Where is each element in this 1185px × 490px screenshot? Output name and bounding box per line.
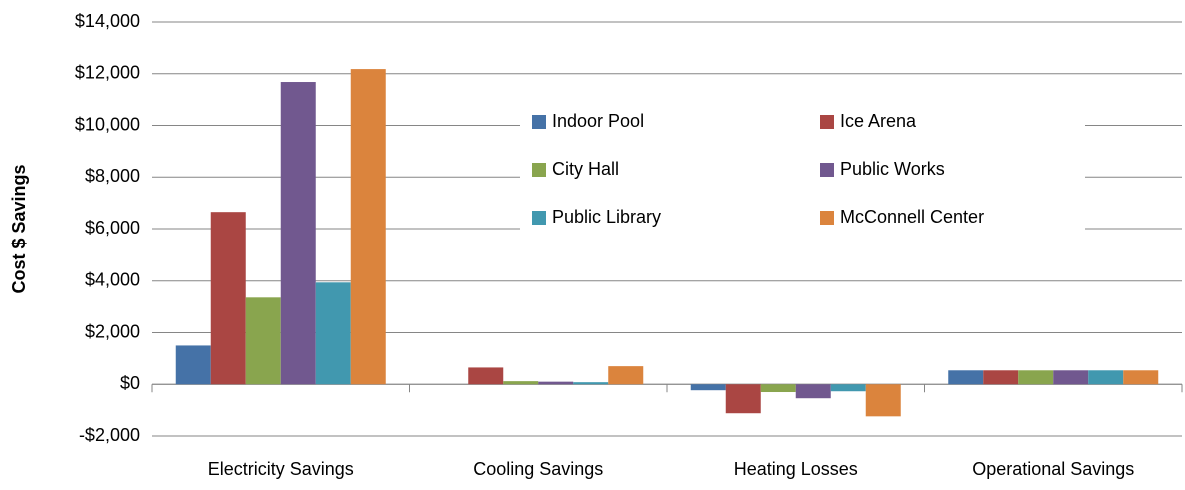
bar bbox=[948, 370, 984, 385]
bar bbox=[245, 297, 281, 385]
y-tick-label: -$2,000 bbox=[79, 425, 140, 445]
legend-label: Public Works bbox=[840, 159, 945, 179]
bar bbox=[760, 384, 796, 393]
y-tick-label: $10,000 bbox=[75, 114, 140, 134]
y-tick-label: $12,000 bbox=[75, 63, 140, 83]
y-tick-label: $2,000 bbox=[85, 321, 140, 341]
bar bbox=[350, 69, 386, 385]
legend-swatch bbox=[820, 211, 834, 225]
bar bbox=[983, 370, 1019, 385]
y-axis-title: Cost $ Savings bbox=[9, 164, 29, 293]
legend-swatch bbox=[820, 115, 834, 129]
x-tick-label: Operational Savings bbox=[972, 459, 1134, 479]
bar bbox=[1088, 370, 1124, 385]
bar bbox=[573, 382, 609, 385]
x-tick-label: Heating Losses bbox=[734, 459, 858, 479]
bar bbox=[280, 82, 316, 385]
bar bbox=[468, 367, 504, 385]
bar bbox=[503, 381, 539, 385]
bar bbox=[175, 345, 211, 385]
legend-swatch bbox=[532, 211, 546, 225]
bar bbox=[1053, 370, 1089, 385]
bar bbox=[538, 381, 574, 385]
legend-box bbox=[520, 98, 1085, 246]
legend-label: City Hall bbox=[552, 159, 619, 179]
legend-label: Ice Arena bbox=[840, 111, 917, 131]
y-tick-label: $4,000 bbox=[85, 270, 140, 290]
legend-label: Public Library bbox=[552, 207, 661, 227]
bar bbox=[865, 384, 901, 417]
legend-label: McConnell Center bbox=[840, 207, 984, 227]
legend-swatch bbox=[820, 163, 834, 177]
bar bbox=[830, 384, 866, 392]
bar bbox=[1123, 370, 1159, 385]
bar bbox=[608, 366, 644, 385]
bar bbox=[210, 212, 246, 385]
bar bbox=[795, 384, 831, 399]
bar bbox=[725, 384, 761, 414]
y-tick-label: $14,000 bbox=[75, 11, 140, 31]
legend-swatch bbox=[532, 163, 546, 177]
legend-label: Indoor Pool bbox=[552, 111, 644, 131]
x-tick-label: Electricity Savings bbox=[208, 459, 354, 479]
legend-swatch bbox=[532, 115, 546, 129]
x-tick-label: Cooling Savings bbox=[473, 459, 603, 479]
y-tick-label: $0 bbox=[120, 373, 140, 393]
y-tick-label: $8,000 bbox=[85, 166, 140, 186]
bar bbox=[315, 282, 351, 385]
bar bbox=[690, 384, 726, 391]
bar bbox=[1018, 370, 1054, 385]
y-tick-label: $6,000 bbox=[85, 218, 140, 238]
